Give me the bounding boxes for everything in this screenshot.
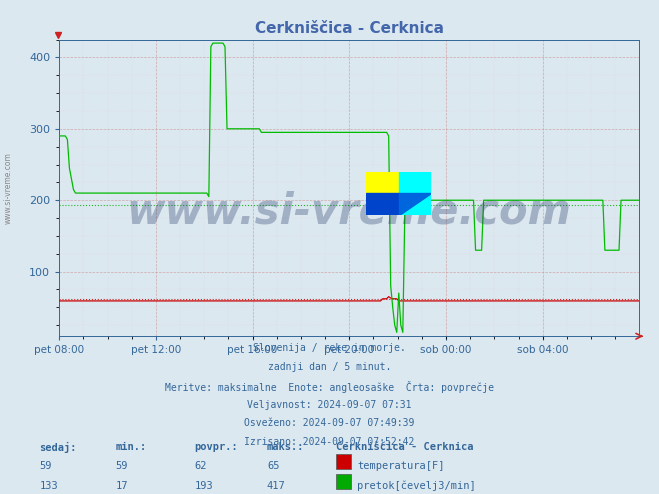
Text: 193: 193 (194, 481, 213, 491)
Polygon shape (399, 193, 431, 214)
Text: temperatura[F]: temperatura[F] (357, 461, 445, 471)
Bar (366, 193, 399, 214)
Text: zadnji dan / 5 minut.: zadnji dan / 5 minut. (268, 362, 391, 372)
Text: www.si-vreme.com: www.si-vreme.com (3, 152, 13, 224)
Text: 59: 59 (115, 461, 128, 471)
Text: min.:: min.: (115, 442, 146, 452)
Text: Osveženo: 2024-09-07 07:49:39: Osveženo: 2024-09-07 07:49:39 (244, 418, 415, 428)
Title: Cerkniščica - Cerknica: Cerkniščica - Cerknica (255, 21, 444, 36)
Text: 17: 17 (115, 481, 128, 491)
Text: 417: 417 (267, 481, 285, 491)
Text: Veljavnost: 2024-09-07 07:31: Veljavnost: 2024-09-07 07:31 (247, 400, 412, 410)
Text: pretok[čevelj3/min]: pretok[čevelj3/min] (357, 481, 476, 491)
Polygon shape (399, 193, 431, 214)
Text: povpr.:: povpr.: (194, 442, 238, 452)
Text: Izrisano: 2024-09-07 07:52:42: Izrisano: 2024-09-07 07:52:42 (244, 437, 415, 447)
Text: Slovenija / reke in morje.: Slovenija / reke in morje. (253, 343, 406, 353)
Text: maks.:: maks.: (267, 442, 304, 452)
Text: 133: 133 (40, 481, 58, 491)
Bar (366, 171, 399, 193)
Text: www.si-vreme.com: www.si-vreme.com (127, 190, 572, 233)
Text: 59: 59 (40, 461, 52, 471)
Text: Meritve: maksimalne  Enote: angleosaške  Črta: povprečje: Meritve: maksimalne Enote: angleosaške Č… (165, 381, 494, 393)
Bar (399, 171, 431, 193)
Text: Cerkniščica - Cerknica: Cerkniščica - Cerknica (336, 442, 474, 452)
Text: sedaj:: sedaj: (40, 442, 77, 453)
Text: 62: 62 (194, 461, 207, 471)
Text: 65: 65 (267, 461, 279, 471)
